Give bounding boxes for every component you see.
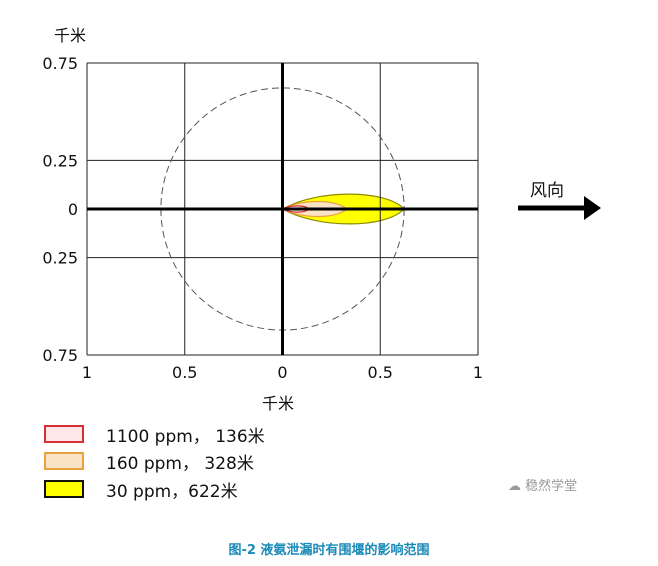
- wind-direction-label: 风向: [530, 181, 564, 201]
- legend-item-30ppm: 30 ppm，622米: [44, 478, 238, 502]
- x-tick-label: 0.5: [172, 363, 197, 382]
- y-tick-label: 0.75: [42, 54, 78, 73]
- legend-swatch: [44, 452, 84, 470]
- wind-arrow-icon: [584, 196, 601, 220]
- x-tick-label: 0.5: [368, 363, 393, 382]
- figure-caption: 图-2 液氨泄漏时有围堰的影响范围: [228, 543, 430, 558]
- legend-item-160ppm: 160 ppm， 328米: [44, 450, 254, 474]
- x-tick-label: 1: [82, 363, 92, 382]
- legend-item-1100ppm: 1100 ppm， 136米: [44, 423, 265, 447]
- legend-swatch: [44, 425, 84, 443]
- legend-swatch: [44, 480, 84, 498]
- x-tick-label: 1: [473, 363, 483, 382]
- y-tick-label: 0: [68, 200, 78, 219]
- x-tick-label: 0: [277, 363, 287, 382]
- legend-label: 30 ppm，622米: [106, 481, 238, 502]
- wechat-icon: ☁: [508, 479, 526, 494]
- x-axis-label: 千米: [262, 394, 295, 413]
- watermark: ☁ 稳然学堂: [508, 479, 578, 494]
- y-tick-label: 0.25: [42, 151, 78, 170]
- legend-label: 1100 ppm， 136米: [106, 426, 265, 447]
- y-tick-label: 0.25: [42, 249, 78, 268]
- legend-label: 160 ppm， 328米: [106, 453, 254, 474]
- y-axis-label: 千米: [54, 26, 87, 45]
- y-tick-label: 0.75: [42, 346, 78, 365]
